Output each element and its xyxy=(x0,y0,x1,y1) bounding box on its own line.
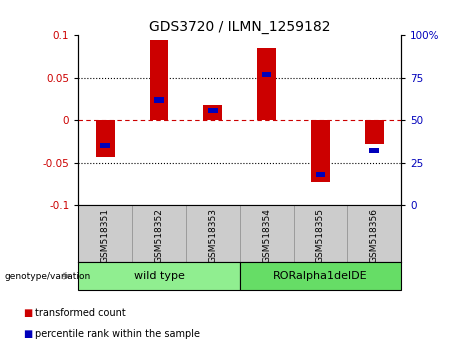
Text: wild type: wild type xyxy=(134,271,184,281)
Text: GSM518352: GSM518352 xyxy=(154,208,164,263)
Bar xyxy=(369,148,379,154)
Bar xyxy=(78,262,240,290)
Bar xyxy=(315,172,325,177)
Text: ■: ■ xyxy=(23,329,32,339)
Text: GSM518355: GSM518355 xyxy=(316,208,325,263)
Text: RORalpha1delDE: RORalpha1delDE xyxy=(273,271,368,281)
Bar xyxy=(208,108,218,113)
Bar xyxy=(100,143,110,148)
Bar xyxy=(96,120,115,157)
Text: GSM518354: GSM518354 xyxy=(262,208,271,263)
Text: ■: ■ xyxy=(23,308,32,318)
Bar xyxy=(240,262,401,290)
Bar xyxy=(262,72,272,77)
Text: GSM518351: GSM518351 xyxy=(101,208,110,263)
Bar xyxy=(257,48,276,120)
Bar xyxy=(311,120,330,182)
Bar xyxy=(154,97,164,103)
Bar xyxy=(365,120,384,144)
Text: genotype/variation: genotype/variation xyxy=(5,272,91,281)
Bar xyxy=(150,40,168,120)
Title: GDS3720 / ILMN_1259182: GDS3720 / ILMN_1259182 xyxy=(149,21,331,34)
Text: percentile rank within the sample: percentile rank within the sample xyxy=(35,329,200,339)
Text: GSM518356: GSM518356 xyxy=(370,208,378,263)
Bar xyxy=(203,105,222,120)
Text: transformed count: transformed count xyxy=(35,308,125,318)
Text: GSM518353: GSM518353 xyxy=(208,208,217,263)
